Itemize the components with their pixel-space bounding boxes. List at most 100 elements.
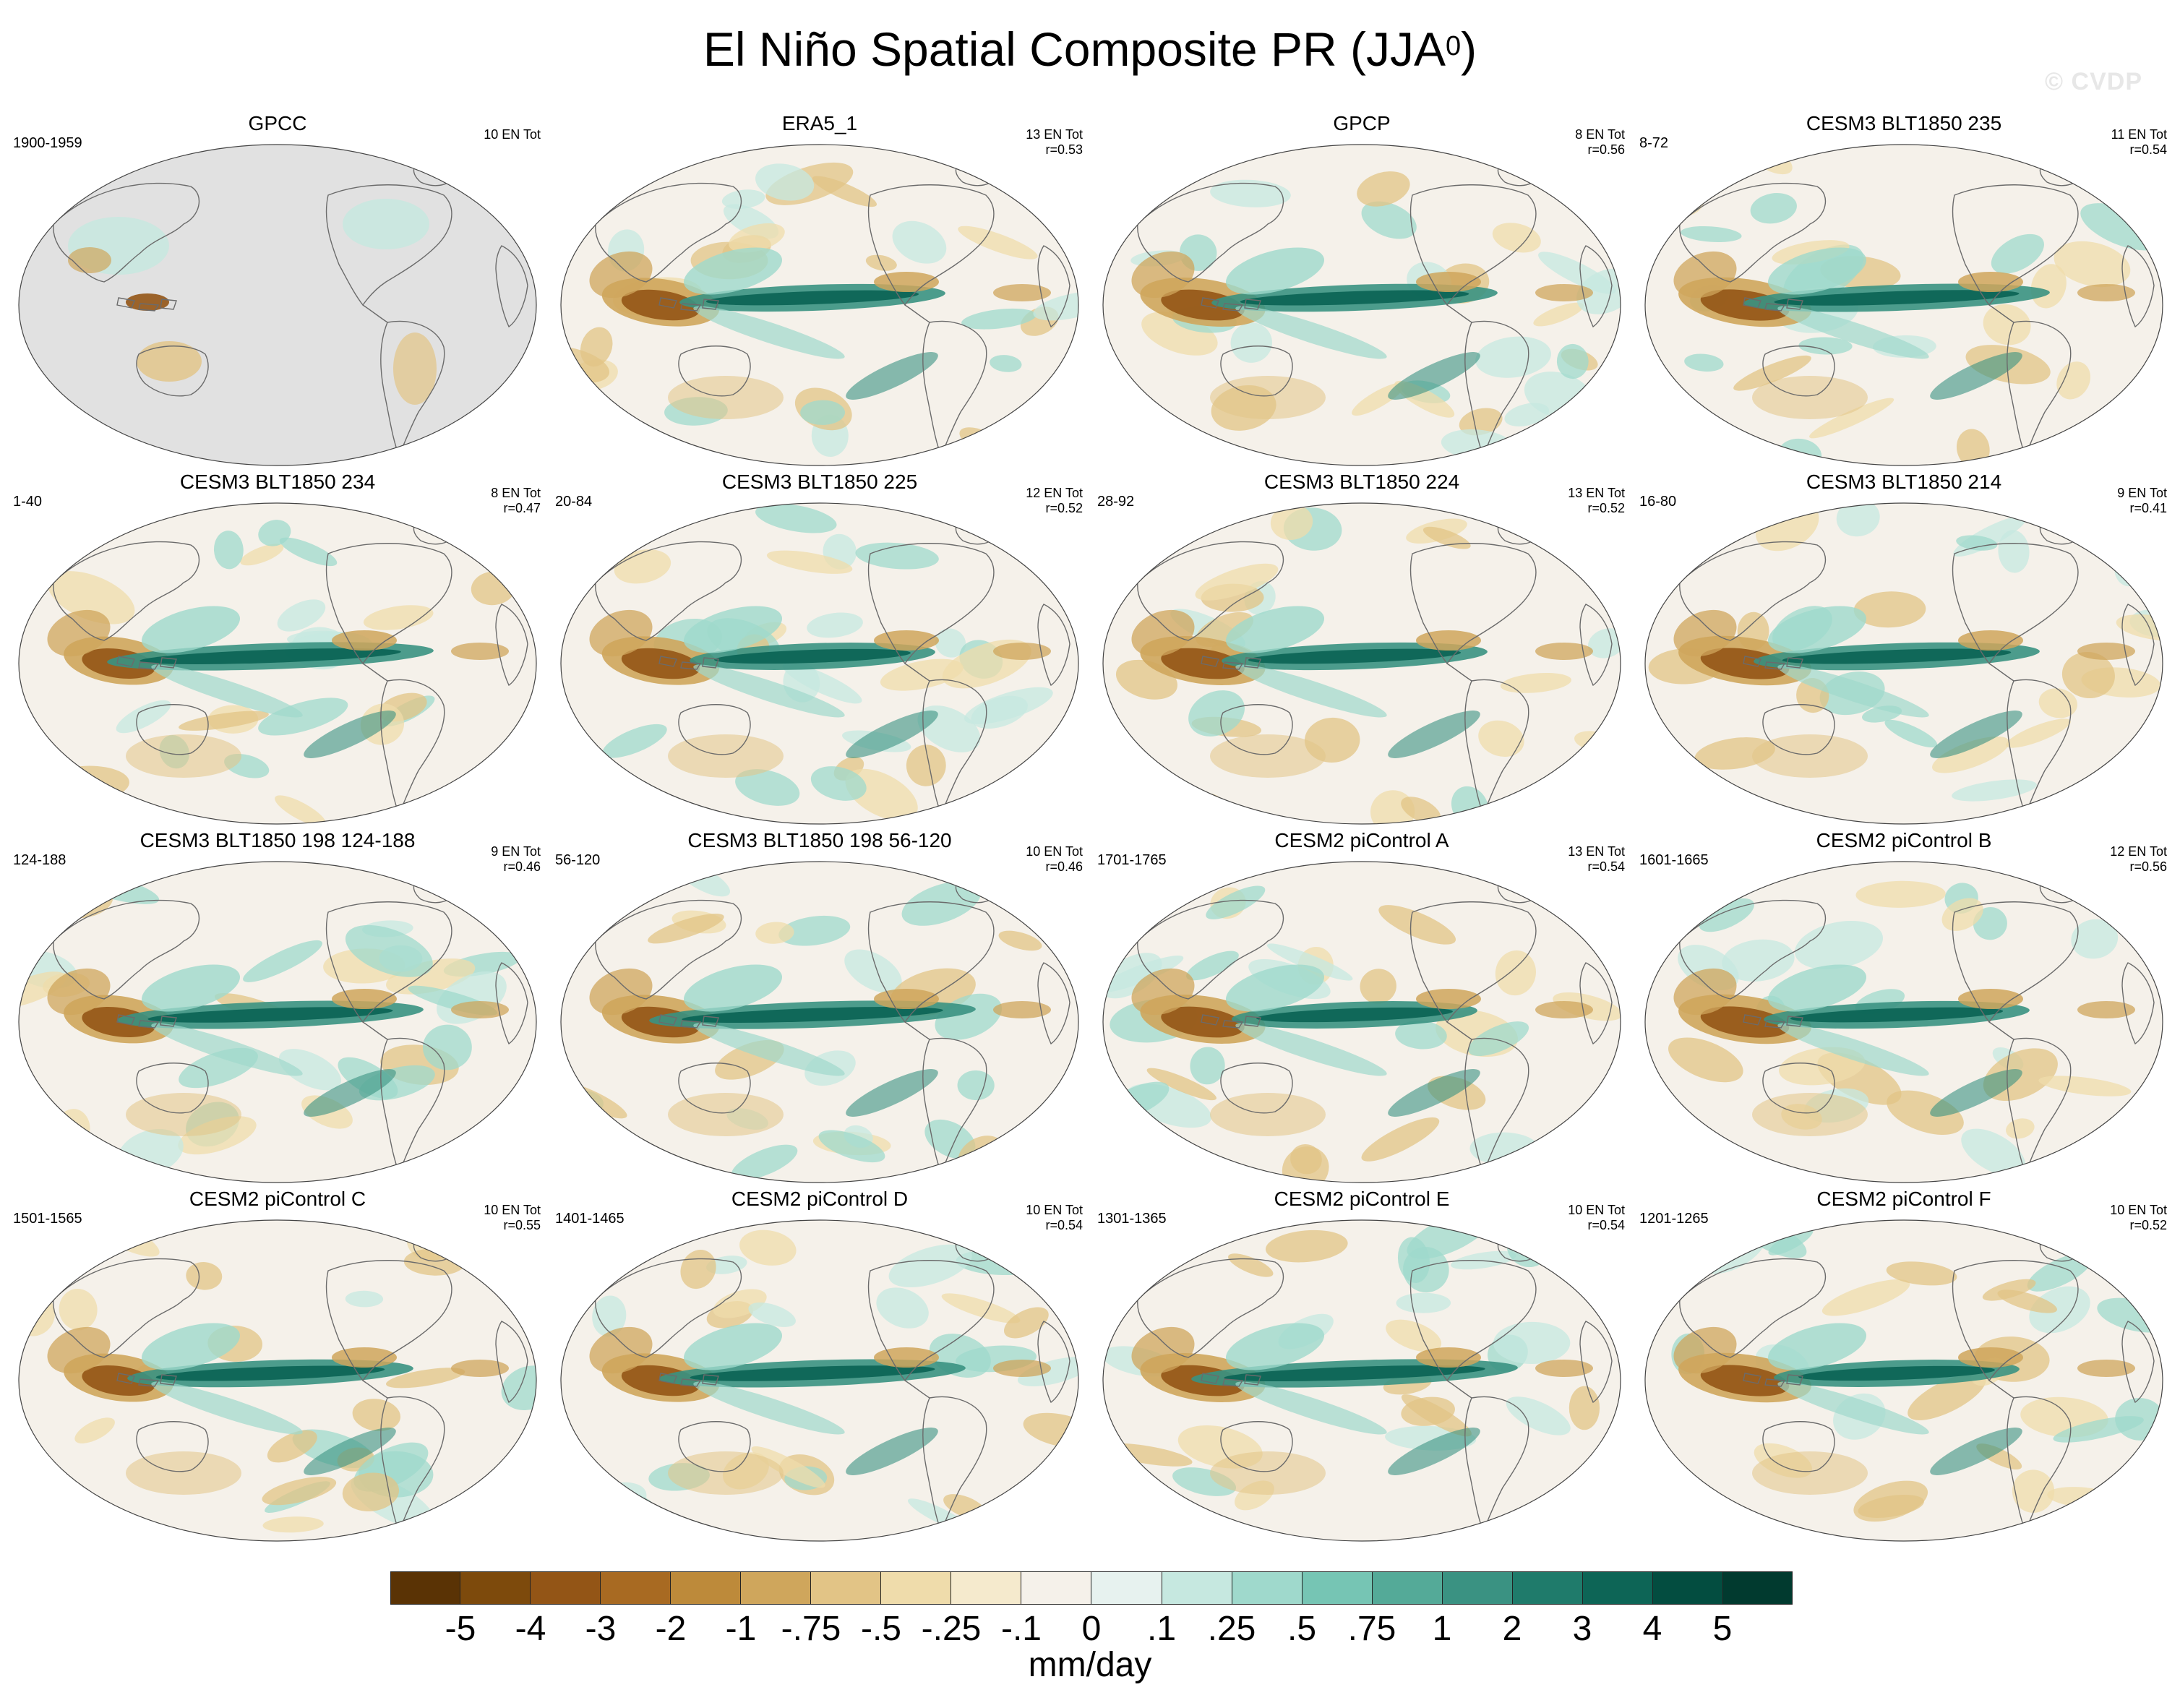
panel-title: ERA5_1 <box>781 112 858 134</box>
coastline <box>380 320 445 457</box>
coastline <box>1409 543 1537 665</box>
coastline <box>1762 346 1835 397</box>
coastline <box>678 704 751 755</box>
coastline <box>1409 184 1537 306</box>
panel-years-label: 1401-1465 <box>555 1211 625 1227</box>
panel-pattern-correlation: r=0.52 <box>2129 1218 2167 1232</box>
panel-pattern-correlation: r=0.56 <box>1587 142 1625 157</box>
panel-years-label: 1601-1665 <box>1639 852 1709 868</box>
coastline <box>1988 304 2014 323</box>
precip-anomaly-field <box>561 862 1078 1183</box>
colorbar-swatch <box>1511 1571 1582 1605</box>
colorbar-swatch <box>1231 1571 1302 1605</box>
panel-stats: 13 EN Tot r=0.53 <box>1026 127 1083 158</box>
coastline <box>678 1063 751 1114</box>
panel-stats: 9 EN Tot r=0.46 <box>491 844 541 875</box>
panel-event-count: 10 EN Tot <box>1568 1203 1625 1217</box>
map-border <box>18 502 537 825</box>
coastline <box>904 1380 930 1399</box>
map-panel: CESM3 BLT1850 198 56-120 56-120 10 EN Tot r… <box>552 828 1087 1190</box>
panel-pattern-correlation: r=0.54 <box>1587 1218 1625 1232</box>
coastline <box>1220 346 1293 397</box>
panel-event-count: 10 EN Tot <box>2110 1203 2167 1217</box>
coastline <box>362 663 388 682</box>
robinson-map <box>1102 502 1621 825</box>
panel-title: GPCC <box>248 112 307 134</box>
coastline <box>1137 899 1284 1000</box>
panel-title: CESM2 piControl F <box>1816 1188 1991 1210</box>
panel-years-label: 20-84 <box>555 494 593 510</box>
panel-event-count: 10 EN Tot <box>484 127 541 142</box>
coastline <box>922 1037 987 1174</box>
colorbar-swatch <box>1582 1571 1652 1605</box>
coastline <box>53 899 200 1000</box>
coastline <box>325 184 452 306</box>
panel-pattern-correlation: r=0.52 <box>1587 501 1625 515</box>
precip-anomaly-field <box>1645 145 2163 465</box>
colorbar-swatch <box>670 1571 741 1605</box>
coastline <box>1201 297 1261 312</box>
coastline <box>1201 1014 1261 1029</box>
coastline <box>53 541 200 641</box>
coastline <box>1679 1258 1827 1358</box>
map-border <box>1644 502 2163 825</box>
map-panel: CESM2 piControl C 1501-1565 10 EN Tot r=0.5… <box>10 1187 545 1548</box>
map-border <box>18 861 537 1183</box>
coastline <box>1464 1037 1529 1174</box>
panel-title: CESM3 BLT1850 225 <box>721 471 918 493</box>
coastline <box>2007 320 2072 457</box>
panel-years-label: 1900-1959 <box>13 135 82 151</box>
panel-years-label: 28-92 <box>1097 494 1135 510</box>
panel-event-count: 13 EN Tot <box>1026 127 1083 142</box>
panel-event-count: 8 EN Tot <box>491 486 541 500</box>
coastline <box>325 1260 452 1382</box>
map-panel: CESM2 piControl F 1201-1265 10 EN Tot r=0.5… <box>1636 1187 2171 1548</box>
coastline <box>1137 1258 1284 1358</box>
coastline <box>1579 962 1613 1045</box>
colorbar-tick-label: -.5 <box>860 1610 901 1648</box>
colorbar-tick-label: -.1 <box>1000 1610 1042 1648</box>
map-panel: GPCP 8 EN Tot r=0.56 <box>1094 111 1629 473</box>
robinson-map <box>560 861 1079 1183</box>
coastline <box>2007 679 2072 815</box>
panel-stats: 8 EN Tot r=0.47 <box>491 486 541 516</box>
coastline <box>116 297 177 312</box>
map-border <box>18 144 537 466</box>
colorbar-swatch <box>1021 1571 1091 1605</box>
panel-event-count: 10 EN Tot <box>1026 1203 1083 1217</box>
coastline <box>658 297 719 312</box>
colorbar-swatch <box>1722 1571 1793 1605</box>
colorbar-swatch <box>1441 1571 1512 1605</box>
coastline <box>1952 543 2079 665</box>
colorbar-tick-label: -4 <box>515 1610 546 1648</box>
panel-stats: 13 EN Tot r=0.52 <box>1568 486 1625 516</box>
coastline <box>1743 656 1803 670</box>
panel-years-label: 1301-1365 <box>1097 1211 1167 1227</box>
panel-title: CESM2 piControl C <box>189 1188 366 1210</box>
panel-event-count: 12 EN Tot <box>1026 486 1083 500</box>
precip-anomaly-field <box>1130 164 1621 460</box>
map-border <box>1644 1219 2163 1542</box>
robinson-map <box>18 144 537 466</box>
panel-stats: 9 EN Tot r=0.41 <box>2117 486 2167 516</box>
coastline <box>495 1321 528 1404</box>
coastline <box>1579 245 1613 328</box>
coastline <box>1446 663 1472 682</box>
coastline <box>595 541 742 641</box>
panel-stats: 10 EN Tot r=0.55 <box>484 1203 541 1233</box>
colorbar-tick-label: .5 <box>1287 1610 1317 1648</box>
map-border <box>1102 502 1621 825</box>
coastline <box>922 1396 987 1532</box>
coastline <box>1988 1380 2014 1399</box>
robinson-map <box>1102 861 1621 1183</box>
coastline <box>1137 182 1284 283</box>
map-panel: CESM3 BLT1850 224 28-92 13 EN Tot r=0.52 <box>1094 470 1629 831</box>
coastline <box>1743 1014 1803 1029</box>
coastline <box>2121 604 2155 687</box>
coastline <box>658 1014 719 1029</box>
coastline <box>595 899 742 1000</box>
colorbar-swatch <box>1652 1571 1722 1605</box>
coastline <box>495 962 528 1045</box>
robinson-map <box>18 502 537 825</box>
panel-event-count: 9 EN Tot <box>2117 486 2167 500</box>
